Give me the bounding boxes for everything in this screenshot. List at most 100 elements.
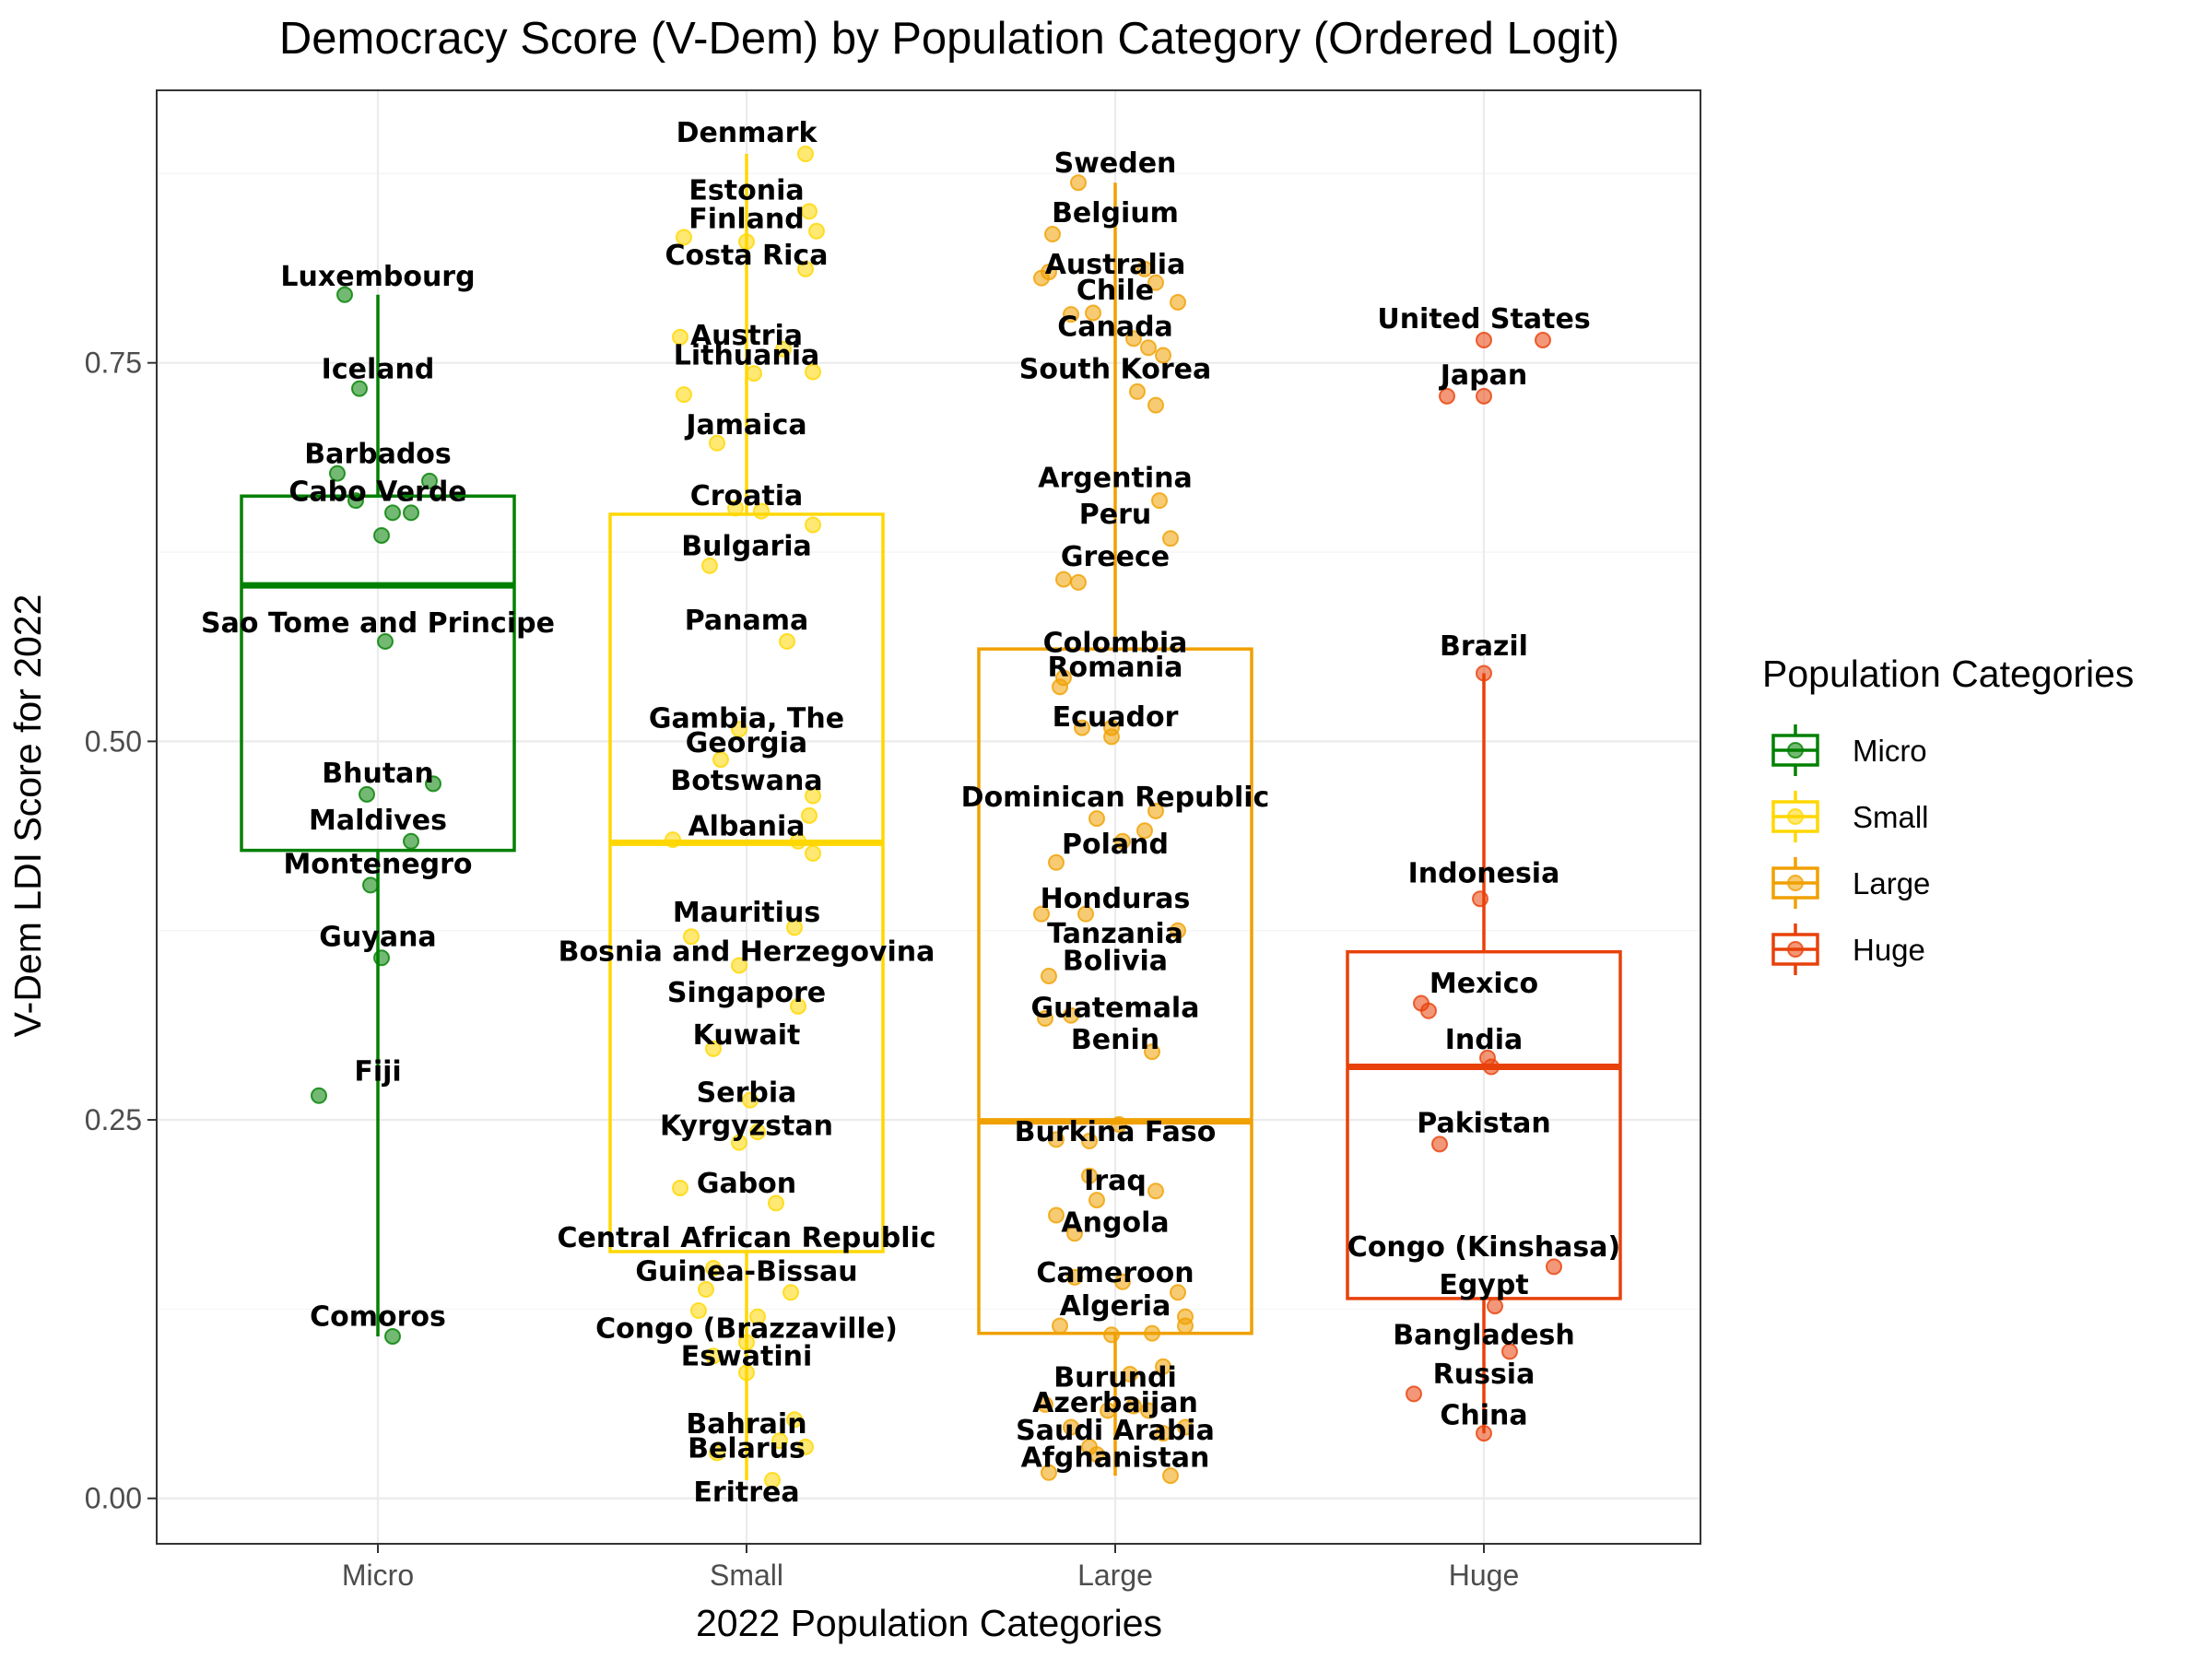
legend-key-large — [1771, 857, 1819, 909]
country-label: Belarus — [688, 1433, 806, 1465]
country-label: Bolivia — [1063, 946, 1168, 978]
data-point — [1420, 1002, 1437, 1019]
data-point — [709, 1444, 725, 1462]
country-label: Eritrea — [693, 1477, 799, 1509]
country-label: Romania — [1047, 652, 1182, 684]
data-point — [1472, 890, 1488, 908]
data-point — [1048, 853, 1065, 871]
data-point — [347, 492, 364, 510]
data-point — [1103, 1326, 1120, 1344]
data-point — [701, 557, 718, 574]
data-point — [1151, 492, 1168, 510]
legend-label: Small — [1853, 800, 1929, 834]
data-point — [705, 1040, 722, 1057]
data-point — [1048, 1206, 1065, 1224]
country-label: Kyrgyzstan — [660, 1111, 833, 1143]
country-label: Brazil — [1440, 630, 1528, 663]
country-label: Peru — [1079, 499, 1152, 531]
data-point — [1111, 1115, 1127, 1133]
data-point — [1535, 332, 1551, 349]
country-label: Tanzania — [1047, 918, 1183, 950]
legend-label: Large — [1853, 866, 1930, 900]
country-label: Ecuador — [1053, 701, 1179, 734]
legend-key-point — [1787, 875, 1804, 891]
data-point — [665, 831, 681, 849]
country-label: Pakistan — [1417, 1107, 1550, 1139]
data-point — [797, 1438, 814, 1455]
data-point — [1147, 396, 1164, 414]
data-point — [676, 229, 692, 246]
country-label: Botswana — [670, 765, 822, 797]
data-point — [1114, 832, 1131, 850]
data-point — [1177, 1418, 1194, 1436]
data-point — [1140, 1402, 1157, 1419]
data-point — [676, 386, 692, 404]
data-point — [768, 1194, 784, 1212]
data-point — [311, 1087, 327, 1104]
data-point — [425, 775, 441, 793]
data-point — [705, 1347, 722, 1365]
legend-label: Micro — [1853, 734, 1927, 768]
box — [608, 512, 885, 1253]
country-label: Benin — [1071, 1024, 1159, 1056]
country-label: Montenegro — [283, 848, 472, 880]
data-point — [1070, 174, 1087, 192]
data-point — [1136, 260, 1153, 277]
country-label: China — [1440, 1399, 1527, 1431]
data-point — [384, 504, 401, 522]
country-label: Argentina — [1038, 463, 1192, 495]
country-label: Mexico — [1430, 968, 1538, 1000]
country-label: Comoros — [310, 1301, 446, 1334]
data-point — [1044, 226, 1061, 243]
country-label: Bangladesh — [1393, 1319, 1575, 1351]
country-label: Cameroon — [1036, 1257, 1194, 1289]
country-label: Gabon — [697, 1168, 796, 1200]
country-label: Guyana — [319, 921, 436, 953]
country-label: Croatia — [690, 480, 804, 512]
data-point — [384, 1327, 401, 1345]
x-axis-title: 2022 Population Categories — [696, 1602, 1162, 1644]
data-point — [1063, 306, 1079, 324]
data-point — [1147, 1182, 1164, 1200]
data-point — [1483, 1058, 1500, 1076]
country-label: Gambia, The — [649, 703, 844, 735]
data-point — [1085, 304, 1101, 322]
data-point — [738, 1364, 755, 1382]
country-label: Australia — [1045, 249, 1186, 281]
data-point — [1074, 719, 1090, 736]
country-label: South Korea — [1019, 353, 1211, 385]
data-point — [797, 260, 814, 277]
data-point — [1088, 810, 1105, 828]
data-point — [359, 785, 375, 803]
data-point — [805, 787, 821, 805]
country-label: Barbados — [304, 438, 452, 470]
legend-key-micro — [1771, 724, 1819, 776]
data-point — [1114, 1273, 1131, 1290]
data-point — [1439, 387, 1455, 405]
data-point — [749, 1308, 766, 1325]
country-label: Singapore — [667, 977, 826, 1009]
data-point — [709, 434, 725, 452]
country-label: Bosnia and Herzegovina — [559, 936, 935, 969]
country-label: India — [1445, 1024, 1524, 1056]
country-label: Mauritius — [673, 897, 820, 929]
data-point — [373, 526, 390, 544]
data-point — [1125, 1397, 1142, 1415]
boxplot-huge — [1346, 673, 1622, 1434]
data-point — [1431, 1135, 1448, 1153]
data-point — [790, 997, 806, 1015]
data-point — [1476, 387, 1492, 405]
data-point — [1100, 1402, 1116, 1419]
country-label: Chile — [1077, 275, 1154, 307]
data-point — [746, 365, 762, 382]
data-point — [1487, 1298, 1503, 1315]
x-tick-label: Large — [1077, 1559, 1153, 1592]
data-point — [1501, 1343, 1518, 1360]
data-point — [805, 363, 821, 381]
legend-key-point — [1787, 742, 1804, 759]
data-point — [1077, 905, 1094, 923]
data-point — [805, 844, 821, 862]
legend-key-huge — [1771, 924, 1819, 975]
